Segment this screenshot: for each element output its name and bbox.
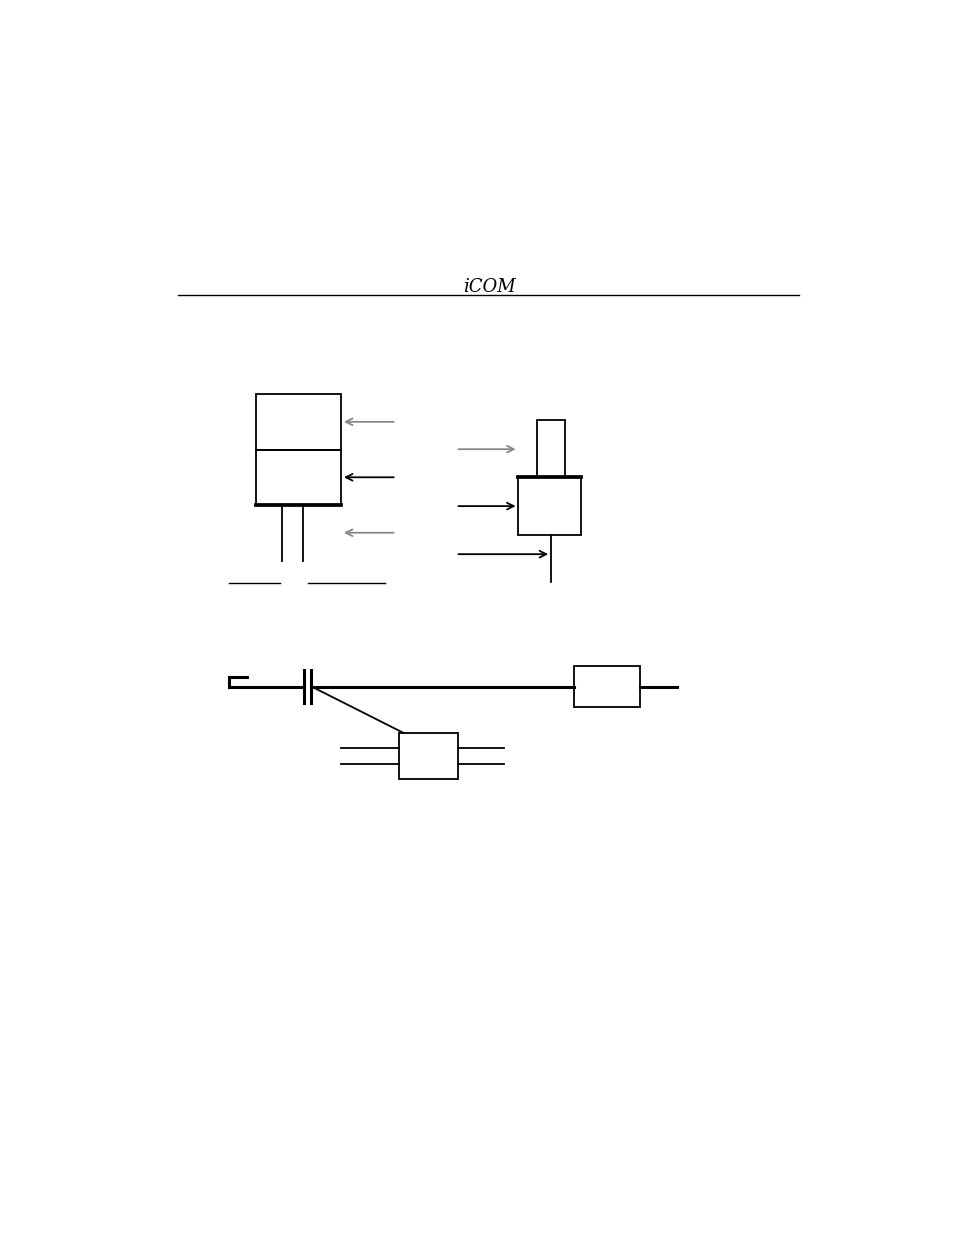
- Bar: [574, 666, 639, 706]
- Bar: [537, 420, 564, 477]
- Bar: [255, 450, 341, 505]
- Text: iCOM: iCOM: [462, 278, 515, 296]
- Bar: [255, 394, 341, 450]
- Bar: [518, 477, 580, 535]
- Bar: [398, 734, 457, 779]
